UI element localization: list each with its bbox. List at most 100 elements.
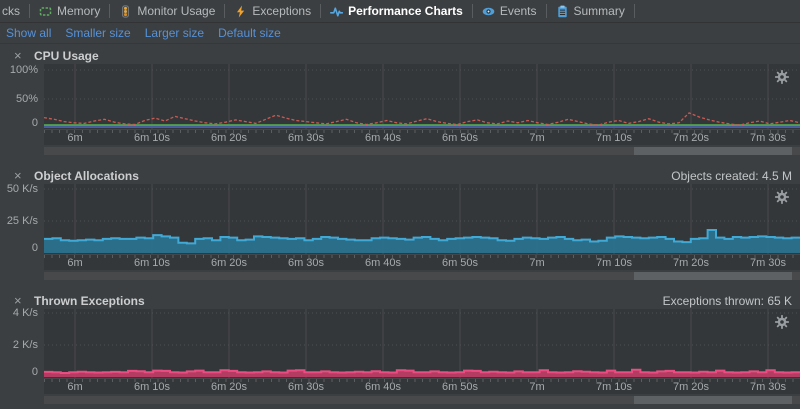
tab-separator (224, 4, 226, 18)
time-label: 6m 20s (210, 381, 248, 393)
chart-title: Object Allocations (34, 168, 139, 183)
chart-header: × CPU Usage (0, 47, 800, 64)
close-icon[interactable]: × (14, 48, 22, 63)
view-tab-bar: cks Memory Monitor Usage Exceptions Perf… (0, 0, 800, 23)
x-axis: 6m 6m 10s 6m 20s 6m 30s 6m 40s 6m 50s 7m 7m 10s… (44, 379, 800, 394)
y-axis: 4 K/s 2 K/s 0 (0, 307, 44, 378)
chart-scrollbar[interactable] (44, 147, 800, 155)
chart-scrollbar[interactable] (44, 396, 800, 404)
chart-header: × Object Allocations Objects created: 4.… (0, 167, 800, 184)
y-axis-label: 50 K/s (6, 183, 38, 195)
gear-icon[interactable] (774, 69, 790, 85)
close-icon[interactable]: × (14, 168, 22, 183)
tab-summary[interactable]: Summary (547, 0, 634, 22)
time-label: 7m 20s (672, 381, 710, 393)
scrollbar-thumb[interactable] (633, 396, 793, 404)
time-label: 6m 40s (364, 132, 402, 144)
time-label: 6m 50s (441, 132, 479, 144)
lightning-icon (234, 5, 247, 18)
time-label: 6m 50s (441, 257, 479, 269)
time-label: 7m 20s (672, 257, 710, 269)
tab-memory[interactable]: Memory (30, 0, 109, 22)
tab-label: Events (499, 4, 537, 18)
tab-exceptions[interactable]: Exceptions (225, 0, 320, 22)
time-label: 7m 20s (672, 132, 710, 144)
tab-events[interactable]: Events (473, 0, 546, 22)
time-label: 6m 10s (133, 381, 171, 393)
tab-label: Summary (573, 4, 625, 18)
time-label: 6m 30s (287, 257, 325, 269)
traffic-light-icon (119, 4, 132, 18)
tab-label: Memory (57, 4, 101, 18)
time-label: 6m 20s (210, 132, 248, 144)
clipboard-icon (556, 5, 569, 18)
y-axis-label: 0 (31, 366, 38, 378)
chart-panel-alloc: × Object Allocations Objects created: 4.… (0, 167, 800, 280)
tab-performance-charts[interactable]: Performance Charts (321, 0, 472, 22)
time-label: 7m 30s (749, 257, 787, 269)
scrollbar-thumb[interactable] (633, 147, 793, 155)
tab-monitor-usage[interactable]: Monitor Usage (110, 0, 224, 22)
x-axis: 6m 6m 10s 6m 20s 6m 30s 6m 40s 6m 50s 7m 7m 10s… (44, 130, 800, 145)
tab-separator (633, 4, 635, 18)
chart-plot (44, 64, 800, 130)
tab-separator (109, 4, 111, 18)
y-axis: 100% 50% 0 (0, 64, 44, 129)
scrollbar-thumb[interactable] (633, 272, 793, 280)
chart-header: × Thrown Exceptions Exceptions thrown: 6… (0, 292, 800, 309)
time-label: 7m (529, 132, 545, 144)
time-label: 6m 10s (133, 257, 171, 269)
y-axis-label: 2 K/s (12, 339, 38, 351)
time-label: 6m 50s (441, 381, 479, 393)
time-label: 7m 10s (595, 257, 633, 269)
chart-title: CPU Usage (34, 48, 99, 63)
tab-label: Exceptions (252, 4, 312, 18)
size-links-row: Show all Smaller size Larger size Defaul… (0, 23, 800, 44)
chart-plot (44, 184, 800, 255)
time-label: 7m (529, 257, 545, 269)
time-label: 6m 10s (133, 132, 171, 144)
axis-ticks (44, 379, 800, 382)
time-label: 6m 30s (287, 381, 325, 393)
memory-icon (39, 5, 52, 18)
time-label: 7m 30s (749, 132, 787, 144)
eye-icon (482, 5, 495, 18)
chart-scrollbar[interactable] (44, 272, 800, 280)
chart-title: Thrown Exceptions (34, 293, 145, 308)
time-label: 6m 20s (210, 257, 248, 269)
chart-panel-cpu: × CPU Usage 100% 50% 0 (0, 47, 800, 155)
tab-separator (545, 4, 547, 18)
charts-area: × CPU Usage 100% 50% 0 (0, 44, 800, 404)
time-label: 6m 30s (287, 132, 325, 144)
y-axis-label: 4 K/s (12, 307, 38, 319)
y-axis: 50 K/s 25 K/s 0 (0, 183, 44, 254)
axis-ticks (44, 130, 800, 133)
tab-cks[interactable]: cks (0, 0, 29, 22)
tab-label: cks (2, 4, 20, 18)
gear-icon[interactable] (774, 189, 790, 205)
y-axis-label: 25 K/s (6, 215, 38, 227)
axis-ticks (44, 255, 800, 258)
y-axis-label: 50% (15, 93, 38, 105)
link-show-all[interactable]: Show all (6, 26, 52, 40)
y-axis-label: 100% (9, 64, 38, 76)
chart-summary: Exceptions thrown: 65 K (662, 293, 792, 308)
time-label: 6m 40s (364, 257, 402, 269)
link-smaller-size[interactable]: Smaller size (65, 26, 131, 40)
time-label: 6m (67, 132, 83, 144)
tab-separator (471, 4, 473, 18)
chart-plot (44, 309, 800, 379)
x-axis: 6m 6m 10s 6m 20s 6m 30s 6m 40s 6m 50s 7m 7m 10s… (44, 255, 800, 270)
tab-label: Performance Charts (348, 4, 463, 18)
gear-icon[interactable] (774, 314, 790, 330)
time-label: 6m (67, 381, 83, 393)
tab-separator (320, 4, 322, 18)
time-label: 7m (529, 381, 545, 393)
y-axis-label: 0 (31, 117, 38, 129)
link-larger-size[interactable]: Larger size (144, 26, 205, 40)
time-label: 7m 10s (595, 381, 633, 393)
link-default-size[interactable]: Default size (218, 26, 281, 40)
close-icon[interactable]: × (14, 293, 22, 308)
time-label: 7m 30s (749, 381, 787, 393)
pulse-icon (330, 5, 344, 18)
